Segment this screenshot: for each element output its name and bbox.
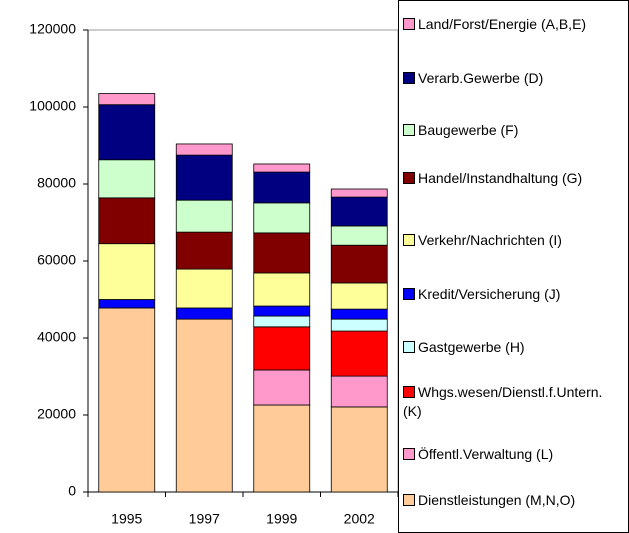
legend-swatch (403, 288, 415, 300)
x-tick-label: 2002 (344, 511, 375, 527)
bar-segment (98, 299, 156, 309)
bar-segment (175, 318, 233, 493)
legend-swatch (403, 386, 415, 398)
legend-item: Baugewerbe (F) (403, 121, 621, 140)
legend-label: Kredit/Versicherung (J) (418, 286, 561, 302)
bar-segment (98, 104, 156, 161)
bar-segment (330, 308, 388, 320)
legend-item: Land/Forst/Energie (A,B,E) (403, 15, 621, 34)
bar-segment (253, 369, 311, 406)
legend-label: Gastgewerbe (H) (418, 339, 525, 355)
bar-segment (330, 188, 388, 198)
legend-label: Handel/Instandhaltung (G) (418, 170, 583, 186)
y-tick-label: 80000 (37, 175, 76, 191)
bar-segment (330, 406, 388, 493)
legend-swatch (403, 18, 415, 30)
bar-segment (253, 272, 311, 307)
x-tick-label: 1995 (111, 511, 142, 527)
bar-segment (330, 225, 388, 246)
bar-segment (253, 305, 311, 317)
legend-swatch (403, 341, 415, 353)
y-tick-label: 100000 (29, 98, 76, 114)
legend-swatch (403, 494, 415, 506)
y-tick-label: 60000 (37, 252, 76, 268)
bar-segment (253, 163, 311, 173)
bar-segment (330, 330, 388, 377)
bar-segment (253, 315, 311, 328)
bar-segment (253, 326, 311, 371)
legend-swatch (403, 72, 415, 84)
legend-swatch (403, 124, 415, 136)
legend-item: Whgs.wesen/Dienstl.f.Untern. (K) (403, 383, 621, 421)
bar-segment (98, 243, 156, 300)
bar-segment (330, 282, 388, 310)
legend-label: Land/Forst/Energie (A,B,E) (418, 16, 587, 32)
legend-item: Gastgewerbe (H) (403, 338, 621, 357)
legend-label: Verkehr/Nachrichten (I) (418, 232, 562, 248)
legend-label: Baugewerbe (F) (418, 122, 519, 138)
legend-item: Öffentl.Verwaltung (L) (403, 445, 621, 464)
bar-segment (253, 232, 311, 274)
y-tick-label: 0 (68, 483, 76, 499)
bar-segment (330, 375, 388, 408)
y-tick-label: 120000 (29, 21, 76, 37)
y-tick-label: 20000 (37, 406, 76, 422)
legend-label: Whgs.wesen/Dienstl.f.Untern. (K) (403, 384, 603, 419)
legend-item: Handel/Instandhaltung (G) (403, 169, 621, 188)
bar-segment (175, 268, 233, 309)
legend-swatch (403, 172, 415, 184)
legend-item: Dienstleistungen (M,N,O) (403, 491, 621, 510)
legend-swatch (403, 234, 415, 246)
y-tick-label: 40000 (37, 329, 76, 345)
legend-item: Verarb.Gewerbe (D) (403, 69, 621, 88)
bar-segment (175, 143, 233, 156)
bar-segment (175, 231, 233, 270)
bar-segment (330, 318, 388, 332)
legend-label: Öffentl.Verwaltung (L) (418, 446, 554, 462)
x-tick-label: 1999 (266, 511, 297, 527)
legend-label: Verarb.Gewerbe (D) (418, 70, 544, 86)
legend-swatch (403, 448, 415, 460)
x-tick-label: 1997 (189, 511, 220, 527)
bar-segment (330, 196, 388, 227)
bar-segment (175, 307, 233, 320)
bar-segment (98, 159, 156, 199)
bar-segment (175, 199, 233, 233)
bar-segment (98, 93, 156, 106)
bar-segment (98, 307, 156, 493)
bar-segment (253, 202, 311, 234)
legend: Land/Forst/Energie (A,B,E) Verarb.Gewerbe… (398, 0, 629, 533)
legend-item: Kredit/Versicherung (J) (403, 285, 621, 304)
bar-segment (330, 244, 388, 284)
bar-segment (175, 154, 233, 201)
legend-item: Verkehr/Nachrichten (I) (403, 231, 621, 250)
bar-segment (98, 197, 156, 245)
bar-segment (253, 171, 311, 204)
bar-segment (253, 404, 311, 493)
legend-label: Dienstleistungen (M,N,O) (418, 492, 576, 508)
